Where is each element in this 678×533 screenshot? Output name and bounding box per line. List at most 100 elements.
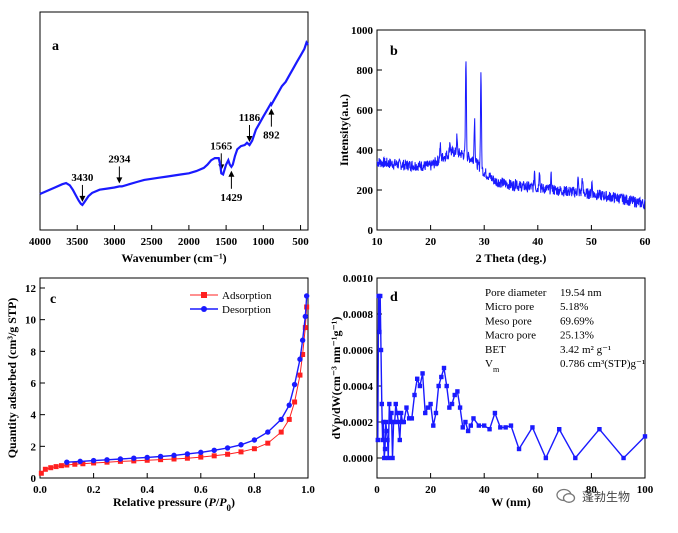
panel-a-x-ticks: 4000 3500 3000 2500 2000 1500 1000 500 [29,225,309,248]
panel-d-data-point [379,401,385,407]
panel-d-data-point [375,437,381,443]
panel-c-label: c [50,292,56,307]
panel-d-data-point [433,410,439,416]
panel-d-data-point [392,419,397,425]
panel-c-adsorption-point [211,453,217,459]
panel-c-y-tick-label: 8 [31,346,37,358]
panel-c-ticks: 0.0 0.2 0.4 0.6 0.8 1.0 0 2 4 6 8 10 12 [25,283,315,496]
panel-d-data-point [428,401,433,407]
panel-d-data-point [393,401,398,407]
panel-d-y-tick-label: 0.0002 [343,417,374,429]
panel-a-frame [39,11,309,231]
panel-d-data-point [557,427,562,432]
panel-a-x-tick-label: 3500 [66,236,89,248]
panel-d-data-point [406,416,412,421]
panel-a-x-tick-label: 1000 [252,236,275,248]
panel-c-adsorption-point [251,446,257,452]
panel-d-data-point [378,293,383,299]
panel-d-data-point [487,427,492,432]
panel-d-data-point [381,419,386,425]
panel-c-desorption-point [198,449,204,456]
panel-c-adsorption-point [80,461,86,467]
panel-c-desorption-point [171,452,177,459]
panel-d-data-point [436,383,441,389]
panel-d-data-point [384,428,389,434]
panel-a-x-tick-label: 2500 [141,236,164,248]
panel-c-adsorption-point [158,457,164,463]
panel-c-isotherm: c 0.0 0.2 0.4 0.6 0.8 1.0 0 2 4 6 8 10 12 Adsorption… [5,277,315,513]
panel-c-x-tick-label: 0.0 [33,484,47,496]
panel-b-x-axis-label: 2 Theta (deg.) [476,251,547,265]
panel-d-data-point [409,416,415,421]
annotation-label: 3430 [71,172,94,184]
legend-desorption-marker [201,306,207,312]
panel-d-data-point [396,419,401,425]
panel-c-x-tick-label: 0.6 [194,484,208,496]
annotation-arrow-head [268,108,275,115]
info-row-value: 25.13% [560,330,594,342]
panel-d-data-point [388,419,393,425]
panel-c-adsorption-point [198,454,204,460]
panel-b-y-axis-label: Intensity(a.u.) [337,94,351,166]
panel-d-data-point [415,376,420,381]
legend-adsorption-label: Adsorption [222,290,272,302]
panel-d-x-tick-label: 60 [532,484,544,496]
panel-c-adsorption-point [184,455,190,461]
panel-c-desorption-point [286,402,292,408]
panel-c-y-axis-label: Quantity adsorbed (cm³/g STP) [5,298,19,459]
panel-c-adsorption-point [265,440,271,446]
panel-c-desorption-point [224,445,231,451]
panel-c-adsorption-point [238,449,244,455]
panel-c-desorption-point [299,337,306,343]
panel-c-x-tick-label: 1.0 [301,484,315,496]
panel-d-y-tick-label: 0.0008 [343,309,374,321]
annotation-arrow-head [79,195,86,202]
panel-c-adsorption-point [64,462,70,468]
panel-d-data-point [449,401,455,407]
panel-b-frame [376,29,646,231]
panel-b-y-tick-label: 600 [357,105,374,117]
panel-d-ticks: 0 20 40 60 80 100 0.0000 0.0002 0.0004 0.0006 0.00… [343,273,654,496]
panel-b-x-tick-label: 50 [586,236,598,248]
panel-c-adsorption-point [72,461,78,467]
panel-c-desorption-line [66,295,308,463]
panel-c-desorption-point [302,313,309,320]
panel-c-desorption-point [64,459,70,465]
panel-a-x-tick-label: 4000 [29,236,52,248]
panel-c-x-tick-label: 0.2 [87,484,101,496]
panel-b-label: b [390,44,398,59]
panel-b-y-tick-label: 0 [368,225,374,237]
panel-d-data-point [621,455,626,461]
panel-c-adsorption-point [171,456,177,462]
panel-c-y-tick-label: 10 [25,315,37,327]
info-row-label: Micro pore [485,301,534,313]
panel-c-frame [39,277,309,479]
panel-d-info-table: Pore diameter 19.54 nm Micro pore 5.18% Meso… [485,287,645,374]
panel-d-data-point [425,405,431,410]
panel-c-desorption-point [238,442,244,448]
panel-d-x-axis-label: W (nm) [491,495,530,509]
annotation-arrow-head [228,170,235,177]
panel-d-data-point [397,437,402,443]
panel-d-data-point [401,419,406,425]
panel-a-x-tick-label: 2000 [178,236,201,248]
panel-d-x-tick-label: 20 [425,484,437,496]
panel-c-adsorption-point [144,457,150,463]
panel-c-desorption-point [77,458,83,465]
annotation-arrow-head [246,135,253,142]
panel-c-adsorption-point [48,465,54,471]
panel-c-adsorption-point [58,463,64,469]
info-row-label: Vm [485,358,500,374]
panel-a-ftir-spectrum: a 4000 3500 3000 2500 2000 1500 1000 500 3430 29… [29,11,309,265]
panel-c-desorption-point [251,437,258,443]
panel-c-desorption-point [297,356,303,362]
panel-d-data-point [389,410,394,416]
panel-d-data-point [441,365,447,371]
panel-d-y-axis-label: dVp/dW(cm⁻³ nm⁻¹g⁻¹) [329,317,343,440]
info-row-label: BET [485,344,506,356]
panel-c-x-tick-label: 0.8 [248,484,262,496]
panel-c-desorption-point [117,456,124,462]
panel-d-x-tick-label: 80 [586,484,598,496]
